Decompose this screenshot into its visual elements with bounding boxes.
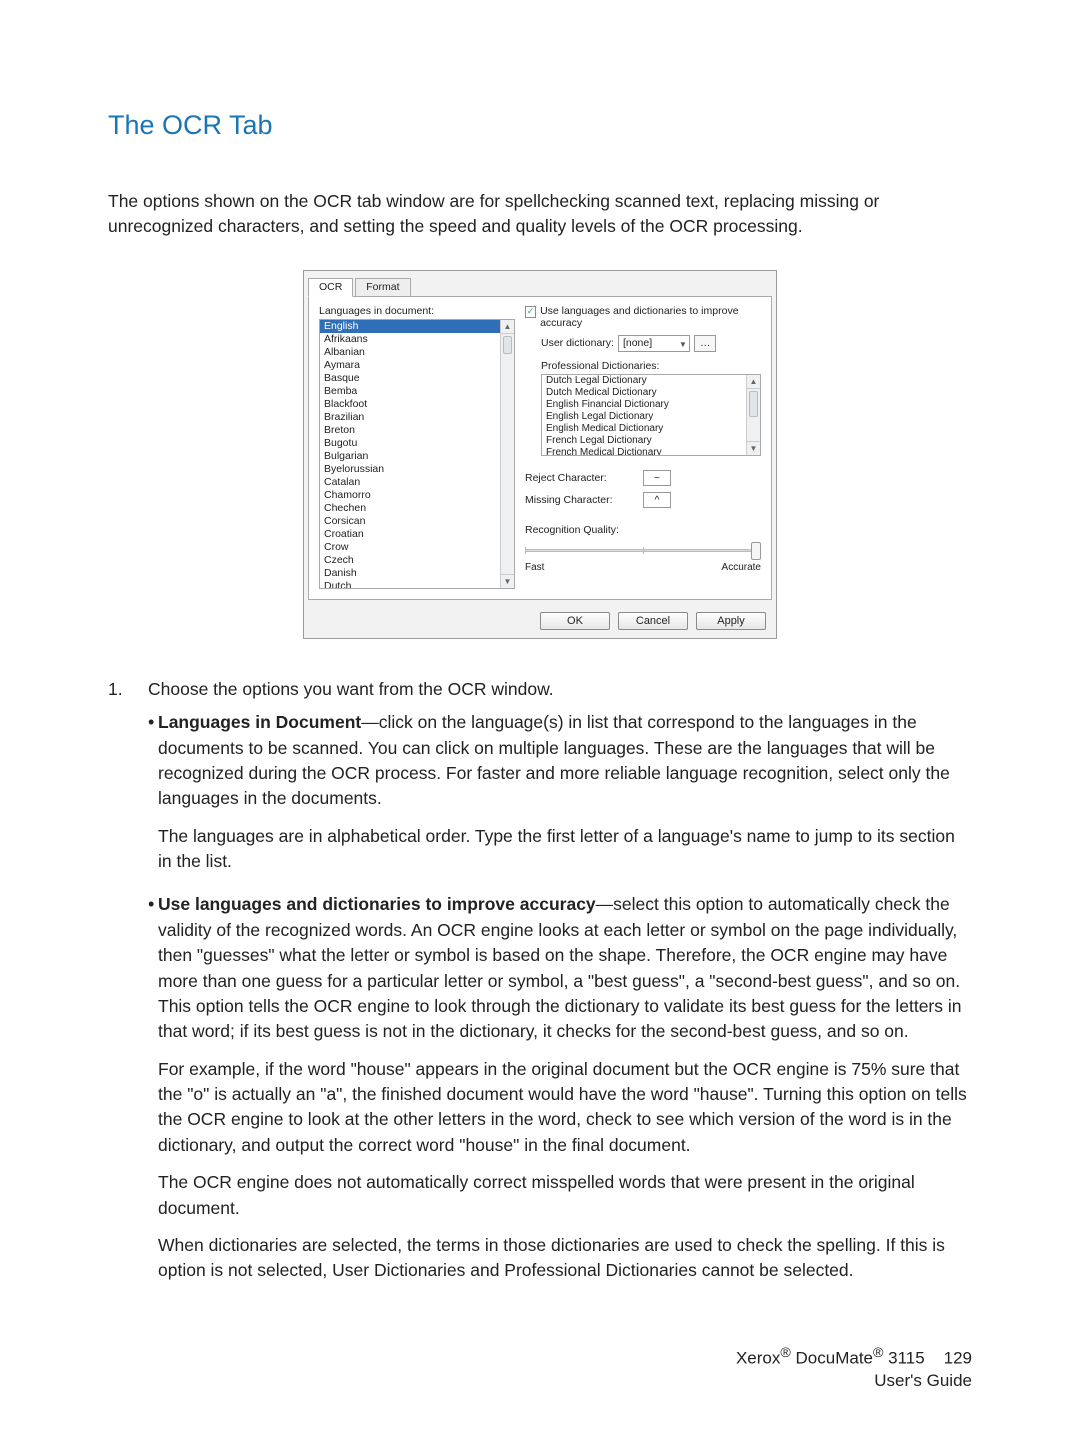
prodict-label: Professional Dictionaries: [525,360,761,372]
language-item[interactable]: Corsican [320,515,514,528]
step-1-text: Choose the options you want from the OCR… [148,677,554,702]
language-item[interactable]: Chamorro [320,489,514,502]
language-item[interactable]: Bugotu [320,437,514,450]
step-number: 1. [108,677,148,702]
language-item[interactable]: Afrikaans [320,333,514,346]
languages-label: Languages in document: [319,305,515,317]
language-item[interactable]: Bulgarian [320,450,514,463]
language-item[interactable]: Chechen [320,502,514,515]
scroll-up-icon[interactable]: ▲ [501,320,514,334]
cancel-button[interactable]: Cancel [618,612,688,630]
bullet-1-p2: The languages are in alphabetical order.… [158,824,972,875]
language-item[interactable]: Blackfoot [320,398,514,411]
quality-label: Recognition Quality: [525,524,761,536]
page-footer: Xerox® DocuMate® 3115 129 User's Guide [108,1344,972,1394]
prodict-item[interactable]: English Legal Dictionary [542,411,760,423]
prodict-item[interactable]: French Legal Dictionary [542,435,760,447]
slider-right-label: Accurate [722,562,761,573]
language-item[interactable]: Basque [320,372,514,385]
language-item[interactable]: Byelorussian [320,463,514,476]
accuracy-label: Use languages and dictionaries to improv… [540,305,761,329]
language-item[interactable]: Brazilian [320,411,514,424]
language-item[interactable]: Albanian [320,346,514,359]
prodict-item[interactable]: English Financial Dictionary [542,399,760,411]
bullet-icon [108,710,158,886]
userdict-select[interactable]: [none] [618,335,690,352]
language-item[interactable]: English [320,320,514,333]
language-item[interactable]: Czech [320,554,514,567]
apply-button[interactable]: Apply [696,612,766,630]
languages-listbox[interactable]: EnglishAfrikaansAlbanianAymaraBasqueBemb… [319,319,515,589]
reject-input[interactable]: ~ [643,470,671,486]
prodict-item[interactable]: Dutch Medical Dictionary [542,387,760,399]
language-item[interactable]: Breton [320,424,514,437]
prodict-item[interactable]: French Medical Dictionary [542,447,760,456]
bullet-2-p1: Use languages and dictionaries to improv… [158,892,972,1044]
tab-ocr[interactable]: OCR [308,278,353,297]
missing-input[interactable]: ^ [643,492,671,508]
language-item[interactable]: Catalan [320,476,514,489]
language-item[interactable]: Dutch [320,580,514,589]
bullet-1-p1: Languages in Document—click on the langu… [158,710,972,812]
dialog-screenshot: OCR Format Languages in document: Englis… [108,270,972,639]
userdict-label: User dictionary: [541,337,614,349]
bullet-2-p4: When dictionaries are selected, the term… [158,1233,972,1284]
scrollbar[interactable]: ▲ ▼ [500,320,514,588]
userdict-browse-button[interactable]: … [694,335,717,352]
bullet-icon [108,892,158,1283]
quality-slider[interactable] [525,540,761,560]
language-item[interactable]: Aymara [320,359,514,372]
prodict-listbox[interactable]: Dutch Legal DictionaryDutch Medical Dict… [541,374,761,456]
language-item[interactable]: Bemba [320,385,514,398]
slider-left-label: Fast [525,562,544,573]
bullet-2-p2: For example, if the word "house" appears… [158,1057,972,1159]
prodict-item[interactable]: Dutch Legal Dictionary [542,375,760,387]
instructions: 1. Choose the options you want from the … [108,677,972,1284]
scroll-down-icon[interactable]: ▼ [501,574,514,588]
page-number: 129 [944,1348,972,1367]
tab-row: OCR Format [304,271,776,296]
prodict-item[interactable]: English Medical Dictionary [542,423,760,435]
ok-button[interactable]: OK [540,612,610,630]
accuracy-checkbox[interactable] [525,306,536,318]
language-item[interactable]: Croatian [320,528,514,541]
language-item[interactable]: Danish [320,567,514,580]
tab-format[interactable]: Format [355,278,410,297]
intro-paragraph: The options shown on the OCR tab window … [108,189,972,240]
missing-label: Missing Character: [525,494,635,506]
bullet-2-p3: The OCR engine does not automatically co… [158,1170,972,1221]
section-title: The OCR Tab [108,110,972,141]
scroll-thumb[interactable] [503,336,512,354]
reject-label: Reject Character: [525,472,635,484]
language-item[interactable]: Crow [320,541,514,554]
